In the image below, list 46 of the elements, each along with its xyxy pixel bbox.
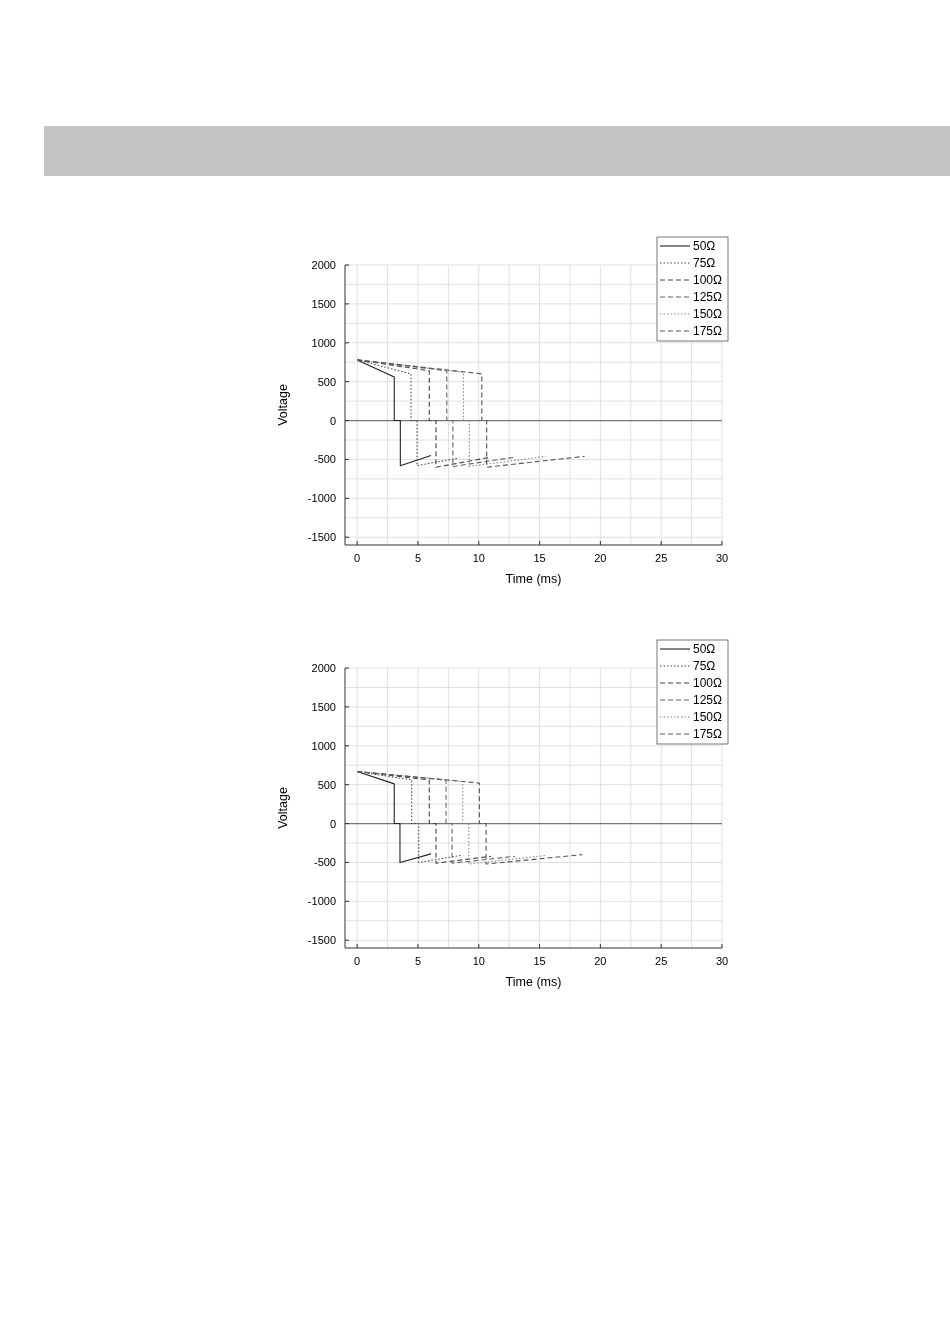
x-tick-label: 10: [472, 955, 485, 967]
y-axis-title: Voltage: [276, 384, 290, 426]
legend-label: 75Ω: [693, 659, 716, 673]
x-tick-label: 10: [472, 552, 485, 564]
legend-label: 175Ω: [693, 727, 723, 741]
x-tick-label: 25: [655, 955, 668, 967]
x-tick-label: 25: [655, 552, 668, 564]
legend-label: 175Ω: [693, 324, 723, 338]
x-tick-label: 5: [414, 955, 422, 967]
y-tick-label: -1000: [307, 895, 336, 908]
x-axis-title: Time (ms): [505, 975, 562, 989]
x-tick-label: 20: [594, 552, 607, 564]
x-tick-label: 0: [354, 552, 361, 564]
x-tick-label: 0: [354, 955, 361, 967]
legend-label: 150Ω: [693, 307, 723, 321]
y-tick-label: 1500: [311, 700, 336, 713]
x-tick-label: 15: [533, 552, 546, 564]
y-tick-label: 2000: [311, 662, 336, 674]
y-tick-label: -1500: [307, 934, 336, 947]
legend-label: 50Ω: [693, 239, 716, 253]
x-tick-label: 5: [414, 552, 422, 564]
y-tick-label: -500: [313, 856, 336, 869]
y-tick-label: -500: [313, 453, 336, 466]
y-tick-label: 500: [317, 778, 336, 791]
y-tick-label: 1000: [311, 739, 336, 752]
x-tick-label: 30: [715, 955, 729, 967]
y-tick-label: 1000: [311, 336, 336, 349]
legend-label: 125Ω: [693, 290, 723, 304]
x-tick-label: 30: [715, 552, 729, 564]
y-tick-label: 2000: [311, 259, 336, 271]
legend-label: 125Ω: [693, 693, 723, 707]
y-tick-label: -1500: [307, 531, 336, 544]
x-tick-label: 15: [533, 955, 546, 967]
y-axis-title: Voltage: [276, 787, 290, 829]
y-tick-label: 1500: [311, 297, 336, 310]
y-tick-label: 0: [329, 414, 336, 427]
legend-label: 75Ω: [693, 256, 716, 270]
y-tick-label: 500: [317, 375, 336, 388]
legend-label: 100Ω: [693, 676, 723, 690]
legend-label: 150Ω: [693, 710, 723, 724]
y-tick-label: 0: [329, 817, 336, 830]
legend-label: 50Ω: [693, 642, 716, 656]
y-tick-label: -1000: [307, 492, 336, 505]
x-axis-title: Time (ms): [505, 572, 562, 586]
legend-label: 100Ω: [693, 273, 723, 287]
x-tick-label: 20: [594, 955, 607, 967]
